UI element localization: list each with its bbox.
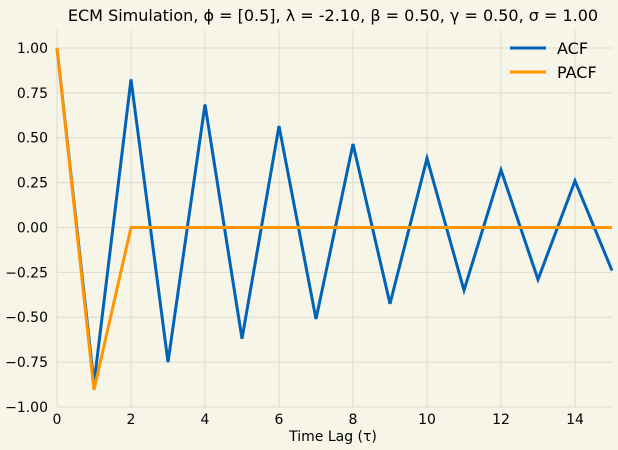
legend-label-acf: ACF bbox=[557, 39, 588, 58]
x-tick-label: 6 bbox=[275, 412, 284, 428]
x-tick-label: 4 bbox=[201, 412, 210, 428]
series-lines bbox=[55, 47, 614, 391]
y-tick-label: 1.00 bbox=[17, 41, 48, 57]
x-tick-label: 8 bbox=[349, 412, 358, 428]
x-tick-label: 12 bbox=[492, 412, 510, 428]
legend-label-pacf: PACF bbox=[557, 63, 597, 82]
x-tick-labels: 0 2 4 6 8 10 12 14 bbox=[53, 412, 584, 428]
x-axis-label: Time Lag (τ) bbox=[288, 429, 377, 445]
y-tick-label: 0.00 bbox=[17, 220, 48, 236]
chart-title: ECM Simulation, ϕ = [0.5], λ = -2.10, β … bbox=[68, 6, 598, 25]
y-tick-label: −0.25 bbox=[5, 265, 48, 281]
y-tick-label: 0.25 bbox=[17, 176, 48, 192]
x-tick-label: 14 bbox=[566, 412, 584, 428]
y-tick-labels: −1.00 −0.75 −0.50 −0.25 0.00 0.25 0.50 0.75 1.00 bbox=[5, 41, 48, 416]
x-tick-label: 0 bbox=[53, 412, 62, 428]
y-tick-label: 0.50 bbox=[17, 131, 48, 147]
grid bbox=[56, 30, 612, 408]
series-line-acf bbox=[55, 47, 614, 384]
x-tick-label: 2 bbox=[127, 412, 136, 428]
y-tick-label: −0.75 bbox=[5, 355, 48, 371]
legend: ACF PACF bbox=[510, 39, 597, 82]
series-line-pacf bbox=[55, 47, 612, 391]
y-tick-label: −0.50 bbox=[5, 310, 48, 326]
x-tick-label: 10 bbox=[418, 412, 436, 428]
y-tick-label: 0.75 bbox=[17, 86, 48, 102]
y-tick-label: −1.00 bbox=[5, 400, 48, 416]
